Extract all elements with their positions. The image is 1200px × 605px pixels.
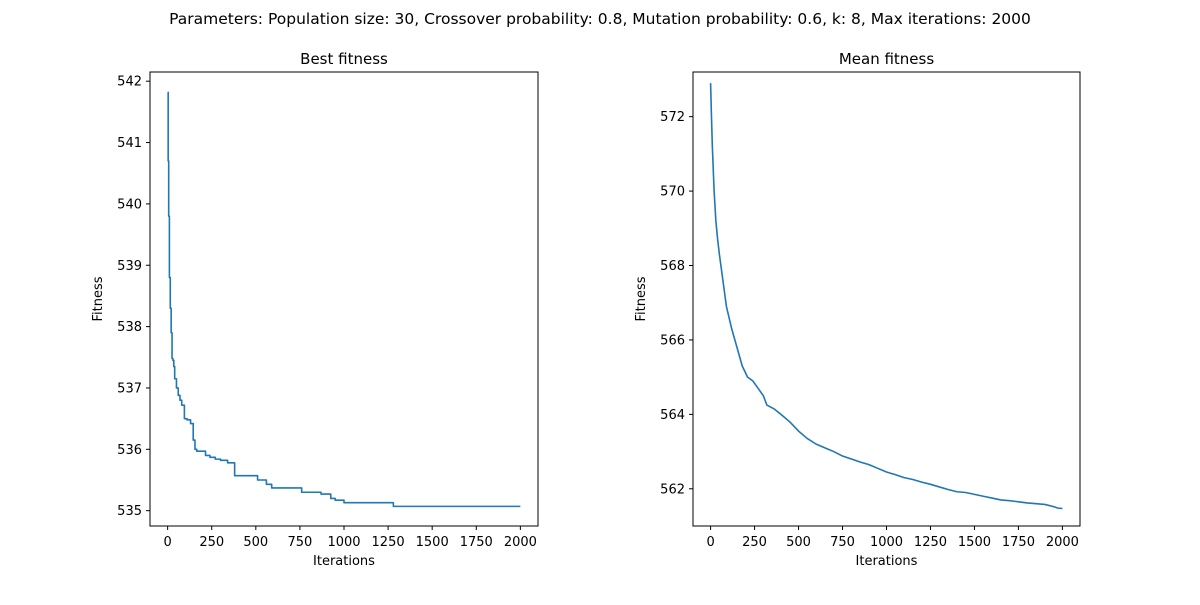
series-line-1-1 <box>167 91 521 508</box>
x-tick-label: 1000 <box>870 535 903 550</box>
x-tick-label: 1750 <box>460 535 493 550</box>
y-tick-label: 537 <box>117 381 142 396</box>
y-tick-label: 539 <box>117 259 142 274</box>
x-tick-label: 1250 <box>914 535 947 550</box>
x-tick-label: 250 <box>742 535 767 550</box>
x-tick-label: 1500 <box>416 535 449 550</box>
x-tick-label: 2000 <box>504 535 537 550</box>
y-tick-label: 572 <box>660 110 685 125</box>
x-tick-label: 0 <box>163 535 171 550</box>
y-tick-label: 541 <box>117 136 142 151</box>
y-tick-label: 536 <box>117 443 142 458</box>
x-tick-label: 500 <box>243 535 268 550</box>
subplot-1: 0 250 500 750 1000 1250 1500 1750 2000 535 536 537 5… <box>91 50 539 569</box>
figure-title: Parameters: Population size: 30, Crossov… <box>169 10 1031 28</box>
subplot-title: Best fitness <box>300 50 388 68</box>
x-tick-label: 1000 <box>327 535 360 550</box>
y-tick-label: 568 <box>660 259 685 274</box>
x-tick-label: 0 <box>706 535 714 550</box>
x-tick-label: 250 <box>199 535 224 550</box>
y-tick-label: 542 <box>117 75 142 90</box>
x-axis-label: Iterations <box>313 554 375 569</box>
x-axis-label: Iterations <box>856 554 918 569</box>
x-tick-label: 2000 <box>1046 535 1079 550</box>
subplot-title: Mean fitness <box>839 50 935 68</box>
y-axis-label: Fitness <box>91 276 106 321</box>
y-tick-label: 535 <box>117 504 142 519</box>
y-tick-label: 540 <box>117 197 142 212</box>
y-tick-label: 564 <box>660 408 685 423</box>
y-axis-label: Fitness <box>634 276 649 321</box>
x-tick-label: 750 <box>830 535 855 550</box>
series-line-2-1 <box>709 83 1063 510</box>
subplot-2: 0 250 500 750 1000 1250 1500 1750 2000 562 564 566 5… <box>634 50 1081 569</box>
y-tick-label: 570 <box>660 185 685 200</box>
axes-layer: 0 250 500 750 1000 1250 1500 1750 2000 535 536 537 5… <box>91 50 1081 569</box>
x-tick-label: 1250 <box>372 535 405 550</box>
y-tick-label: 562 <box>660 482 685 497</box>
y-tick-label: 538 <box>117 320 142 335</box>
x-tick-label: 500 <box>786 535 811 550</box>
y-tick-label: 566 <box>660 333 685 348</box>
x-tick-label: 1500 <box>958 535 991 550</box>
x-tick-label: 1750 <box>1002 535 1035 550</box>
x-tick-label: 750 <box>287 535 312 550</box>
